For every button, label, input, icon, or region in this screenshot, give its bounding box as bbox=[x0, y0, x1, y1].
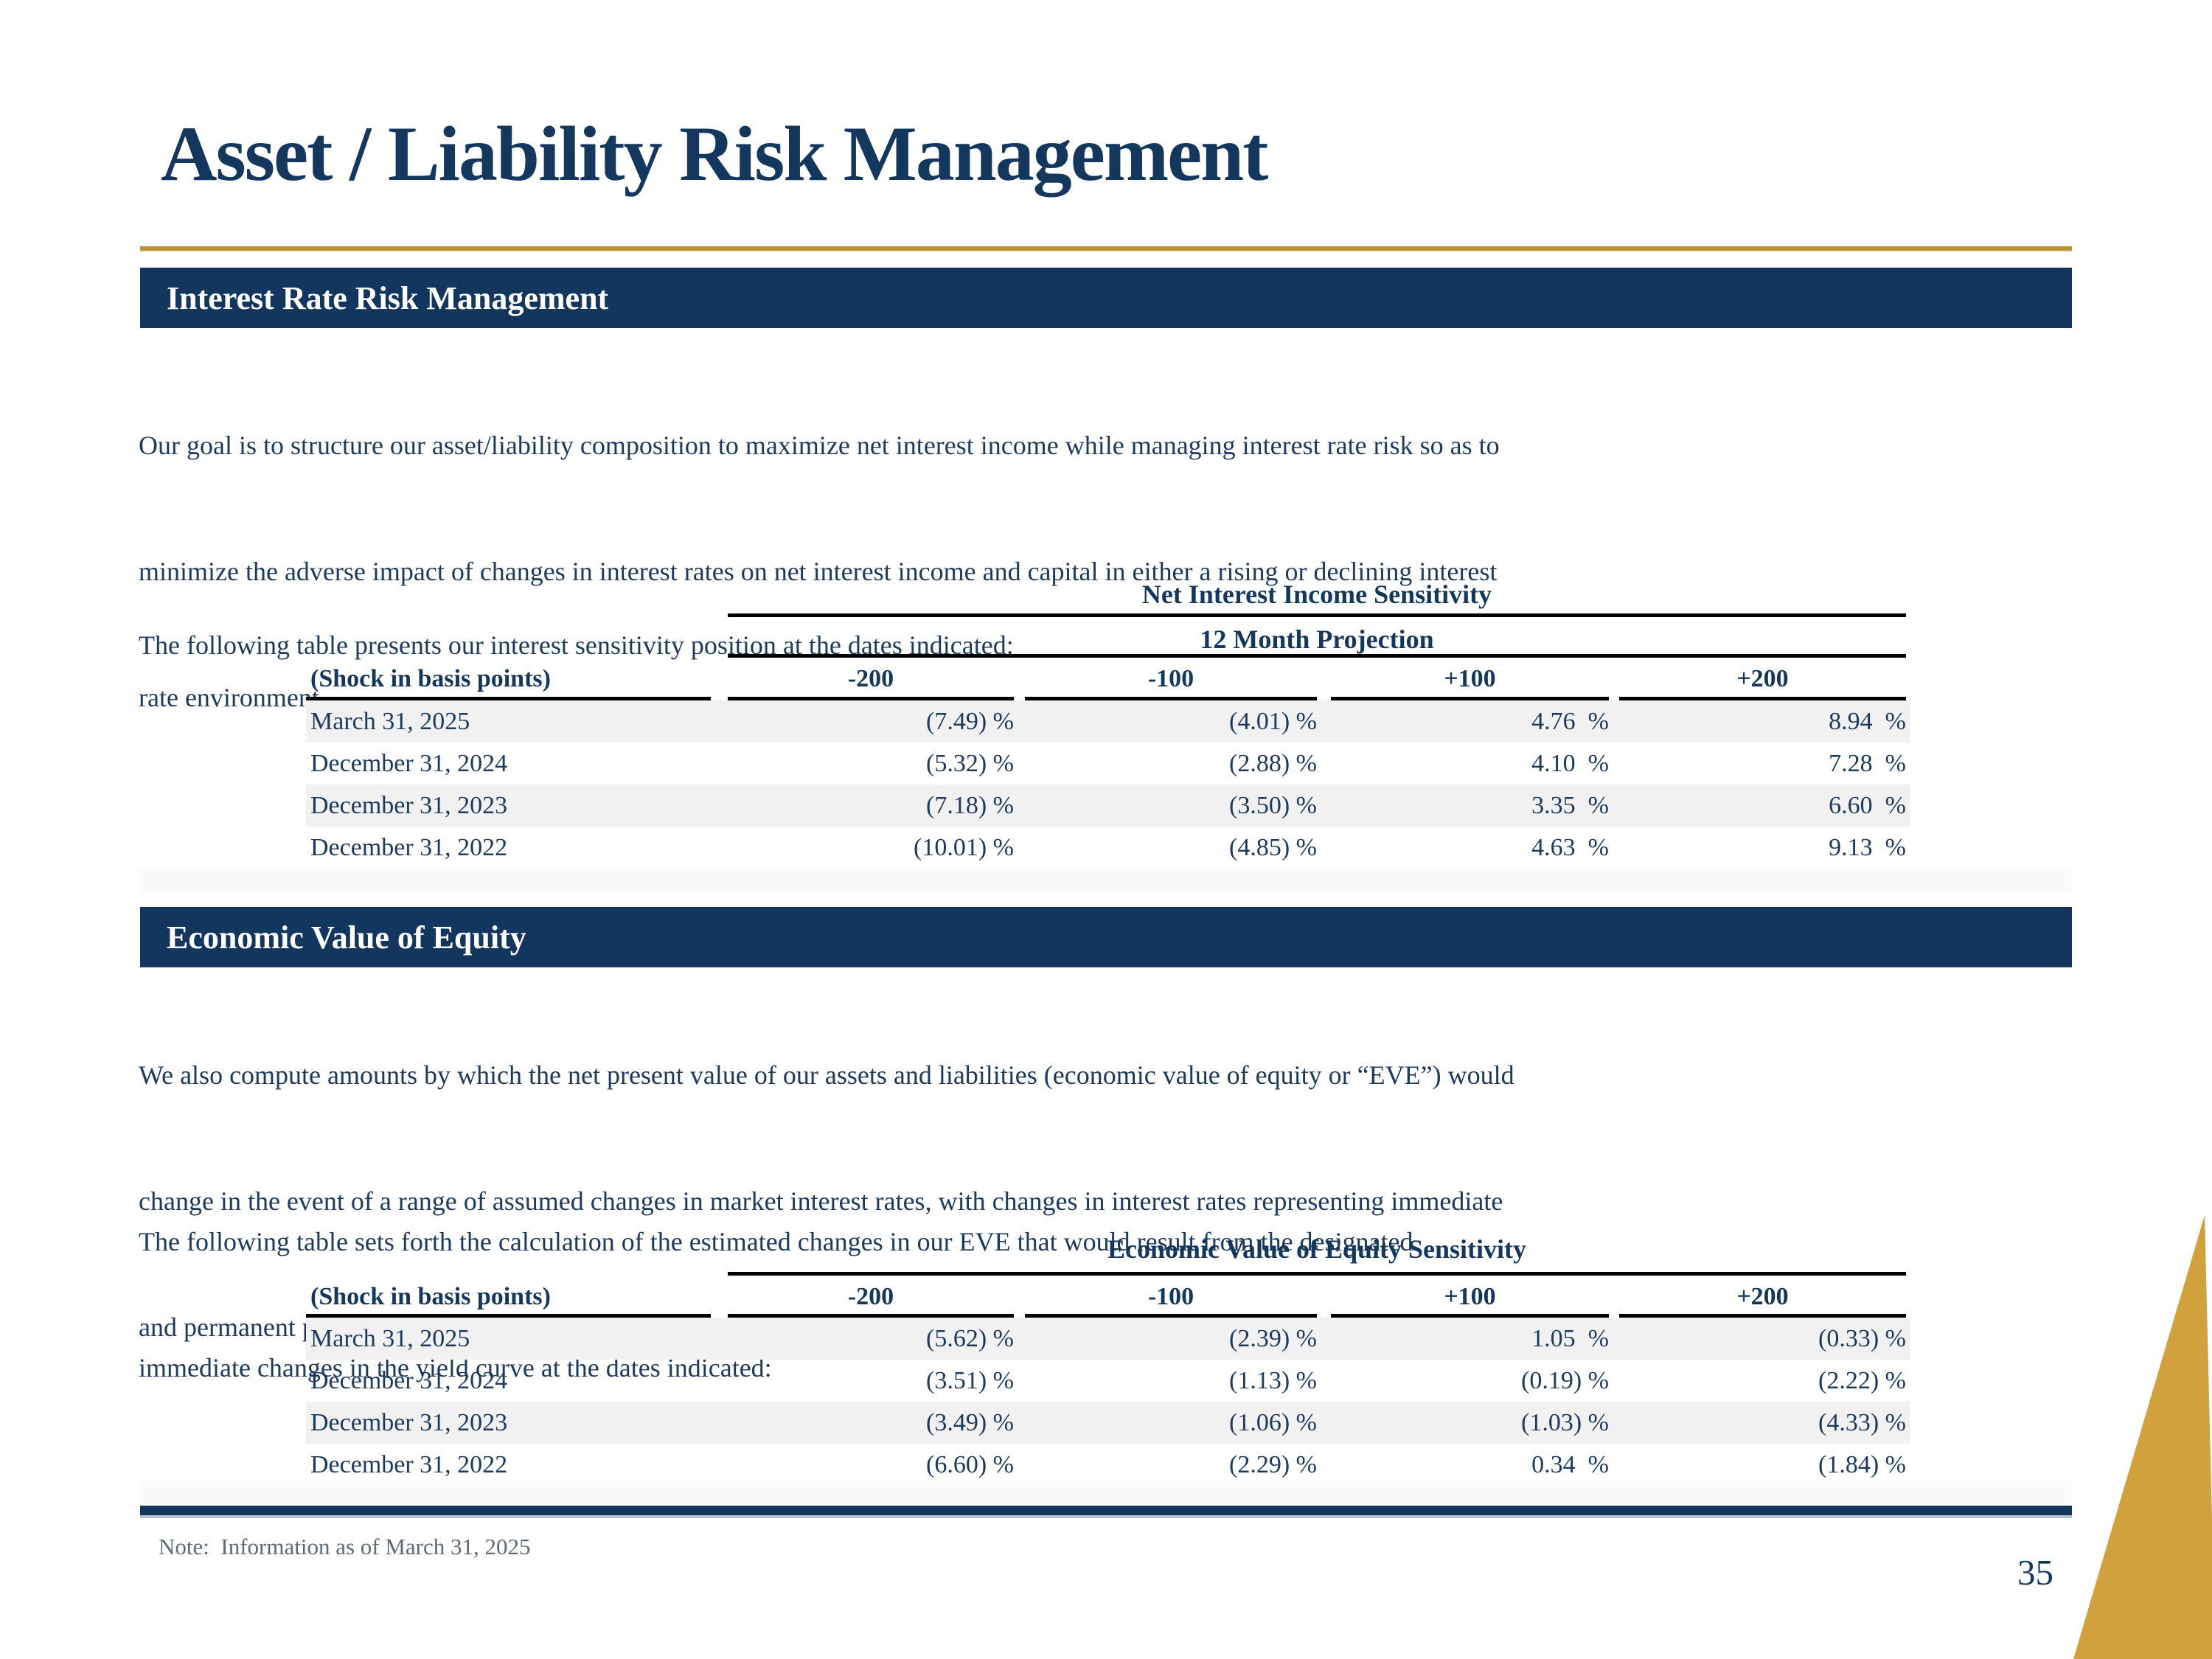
row-date: December 31, 2023 bbox=[310, 792, 508, 819]
footer-divider-bar bbox=[140, 1506, 2072, 1518]
table-header-row: (Shock in basis points) -200 -100 +100 +… bbox=[306, 1280, 1910, 1314]
section-banner-label: Economic Value of Equity bbox=[167, 919, 526, 956]
page-number: 35 bbox=[2017, 1552, 2053, 1593]
table-row: December 31, 2024 (5.32) % (2.88) % 4.10… bbox=[306, 742, 1910, 785]
column-header: +100 bbox=[1444, 665, 1496, 692]
header-underline bbox=[728, 1314, 1014, 1318]
column-header: +200 bbox=[1736, 1283, 1789, 1310]
faint-stripe-band bbox=[140, 869, 2072, 894]
title-divider-rule bbox=[140, 246, 2072, 252]
cell-value: (2.39) % bbox=[1229, 1325, 1317, 1352]
cell-value: (6.60) % bbox=[926, 1451, 1014, 1478]
cell-value: (2.29) % bbox=[1229, 1451, 1317, 1478]
column-header: +100 bbox=[1444, 1283, 1496, 1310]
cell-value: (3.51) % bbox=[926, 1367, 1014, 1394]
column-header: -200 bbox=[847, 665, 894, 692]
nii-sensitivity-table: Net Interest Income Sensitivity 12 Month… bbox=[306, 575, 1910, 900]
table-row: December 31, 2023 (7.18) % (3.50) % 3.35… bbox=[306, 785, 1910, 827]
paragraph-line: rate environment bbox=[139, 683, 319, 712]
header-underline bbox=[1619, 697, 1906, 700]
cell-value: 4.63 % bbox=[1531, 834, 1609, 861]
row-date: December 31, 2022 bbox=[310, 1451, 508, 1478]
cell-value: 0.34 % bbox=[1531, 1451, 1609, 1478]
cell-value: (1.84) % bbox=[1818, 1451, 1906, 1478]
lead-in-line: The following table sets forth the calcu… bbox=[139, 1227, 1413, 1256]
table-header-row: (Shock in basis points) -200 -100 +100 +… bbox=[306, 662, 1910, 696]
row-header-label: (Shock in basis points) bbox=[310, 1283, 551, 1310]
cell-value: (1.06) % bbox=[1229, 1409, 1317, 1436]
table-row: March 31, 2025 (7.49) % (4.01) % 4.76 % … bbox=[306, 700, 1910, 742]
cell-value: 9.13 % bbox=[1829, 834, 1906, 861]
row-date: December 31, 2023 bbox=[310, 1409, 508, 1436]
table-rule bbox=[728, 1272, 1906, 1276]
table-row: December 31, 2023 (3.49) % (1.06) % (1.0… bbox=[306, 1402, 1910, 1444]
paragraph-line: change in the event of a range of assume… bbox=[139, 1186, 1503, 1216]
paragraph-line: minimize the adverse impact of changes i… bbox=[139, 557, 1498, 586]
table-row: March 31, 2025 (5.62) % (2.39) % 1.05 % … bbox=[306, 1318, 1910, 1360]
column-header: +200 bbox=[1736, 665, 1789, 692]
table-title: Net Interest Income Sensitivity bbox=[1141, 580, 1492, 609]
cell-value: (1.13) % bbox=[1229, 1367, 1317, 1394]
cell-value: (0.19) % bbox=[1521, 1367, 1609, 1394]
cell-value: 8.94 % bbox=[1829, 708, 1906, 735]
paragraph-line: Our goal is to structure our asset/liabi… bbox=[139, 431, 1500, 460]
cell-value: 3.35 % bbox=[1531, 792, 1609, 819]
cell-value: (0.33) % bbox=[1818, 1325, 1906, 1352]
column-header: -200 bbox=[847, 1283, 894, 1310]
cell-value: (5.32) % bbox=[926, 750, 1014, 777]
header-underline bbox=[306, 697, 711, 700]
cell-value: (3.49) % bbox=[926, 1409, 1014, 1436]
cell-value: (7.49) % bbox=[926, 708, 1014, 735]
eve-sensitivity-table: Economic Value of Equity Sensitivity (Sh… bbox=[306, 1230, 1910, 1517]
corner-triangle-decoration bbox=[2073, 1215, 2212, 1659]
table-rule bbox=[728, 654, 1906, 658]
table-row: December 31, 2022 (6.60) % (2.29) % 0.34… bbox=[306, 1444, 1910, 1486]
row-date: December 31, 2024 bbox=[310, 750, 508, 777]
cell-value: (4.01) % bbox=[1229, 708, 1317, 735]
column-header: -100 bbox=[1147, 1283, 1194, 1310]
cell-value: 6.60 % bbox=[1829, 792, 1906, 819]
row-date: March 31, 2025 bbox=[310, 708, 470, 735]
cell-value: (1.03) % bbox=[1521, 1409, 1609, 1436]
cell-value: (5.62) % bbox=[926, 1325, 1014, 1352]
table-subtitle: 12 Month Projection bbox=[1200, 625, 1434, 654]
cell-value: (4.33) % bbox=[1818, 1409, 1906, 1436]
header-underline bbox=[1619, 1314, 1906, 1318]
cell-value: 1.05 % bbox=[1531, 1325, 1609, 1352]
cell-value: (2.88) % bbox=[1229, 750, 1317, 777]
paragraph-line: We also compute amounts by which the net… bbox=[139, 1060, 1514, 1090]
faint-stripe-band bbox=[140, 1481, 2072, 1506]
table-title: Economic Value of Equity Sensitivity bbox=[1107, 1234, 1527, 1264]
cell-value: 4.76 % bbox=[1531, 708, 1609, 735]
header-underline bbox=[1025, 1314, 1317, 1318]
cell-value: (4.85) % bbox=[1229, 834, 1317, 861]
cell-value: (7.18) % bbox=[926, 792, 1014, 819]
header-underline bbox=[306, 1314, 711, 1318]
footnote: Note: Information as of March 31, 2025 bbox=[159, 1534, 531, 1559]
table-rule bbox=[728, 613, 1906, 617]
header-underline bbox=[728, 697, 1014, 700]
cell-value: (2.22) % bbox=[1818, 1367, 1906, 1394]
table-row: December 31, 2024 (3.51) % (1.13) % (0.1… bbox=[306, 1360, 1910, 1402]
cell-value: 7.28 % bbox=[1829, 750, 1906, 777]
header-underline bbox=[1331, 1314, 1609, 1318]
row-date: March 31, 2025 bbox=[310, 1325, 470, 1352]
section-banner-interest-rate-risk: Interest Rate Risk Management bbox=[140, 268, 2072, 328]
row-header-label: (Shock in basis points) bbox=[310, 665, 551, 692]
table-row: December 31, 2022 (10.01) % (4.85) % 4.6… bbox=[306, 827, 1910, 869]
row-date: December 31, 2024 bbox=[310, 1367, 508, 1394]
header-underline bbox=[1025, 697, 1317, 700]
page-title: Asset / Liability Risk Management bbox=[161, 111, 1268, 197]
section1-paragraph: Our goal is to structure our asset/liabi… bbox=[139, 341, 1500, 803]
section-banner-label: Interest Rate Risk Management bbox=[167, 279, 609, 316]
cell-value: (3.50) % bbox=[1229, 792, 1317, 819]
section-banner-economic-value-of-equity: Economic Value of Equity bbox=[140, 907, 2072, 967]
cell-value: (10.01) % bbox=[914, 834, 1014, 861]
cell-value: 4.10 % bbox=[1531, 750, 1609, 777]
header-underline bbox=[1331, 697, 1609, 700]
row-date: December 31, 2022 bbox=[310, 834, 508, 861]
column-header: -100 bbox=[1147, 665, 1194, 692]
